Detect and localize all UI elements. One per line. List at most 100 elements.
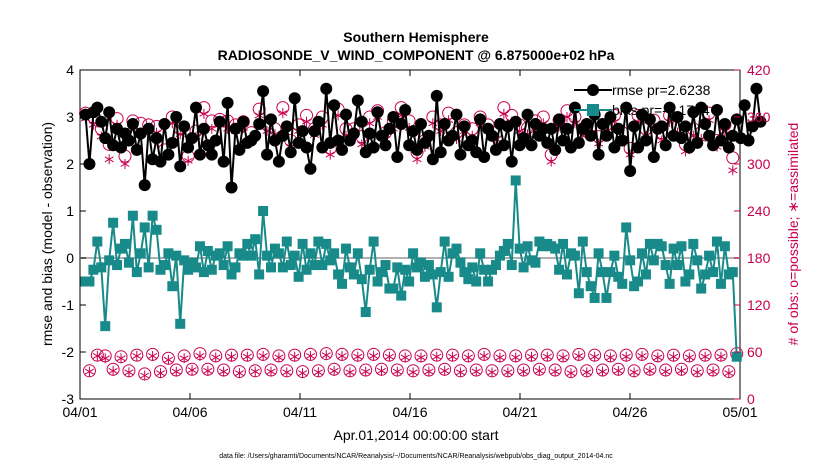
bias-point	[640, 269, 651, 280]
obs-assimilated-point	[369, 350, 379, 361]
rmse-point	[663, 101, 676, 114]
obs-assimilated-point	[653, 352, 663, 363]
rmse-point	[304, 162, 317, 175]
asterisk-stroke	[526, 353, 537, 360]
obs-assimilated-point	[668, 351, 679, 362]
asterisk-stroke	[495, 354, 505, 361]
x-tick-label: 04/11	[283, 404, 317, 420]
rmse-point	[91, 101, 104, 114]
rmse-point	[213, 115, 226, 128]
asterisk-stroke	[219, 368, 229, 375]
asterisk-stroke	[728, 167, 738, 174]
bias-point	[664, 278, 675, 289]
obs-assimilated-point	[187, 365, 197, 376]
rmse-point	[742, 134, 755, 147]
rmse-point	[643, 113, 656, 126]
rmse-point	[257, 85, 270, 98]
asterisk-stroke	[325, 151, 335, 158]
rmse-point	[332, 134, 345, 147]
rmse-point	[190, 101, 203, 114]
rmse-point	[549, 143, 562, 156]
obs-assimilated-point	[684, 352, 694, 363]
bias-point	[585, 281, 596, 292]
obs-assimilated-point	[282, 367, 292, 378]
rmse-point	[738, 99, 751, 112]
asterisk-stroke	[661, 368, 671, 375]
obs-assimilated-point	[274, 352, 284, 363]
legend-rmse-marker	[587, 84, 599, 96]
rmse-point	[170, 111, 183, 123]
obs-assimilated-point	[558, 352, 568, 363]
asterisk-stroke	[503, 369, 513, 376]
obs-assimilated-point	[120, 159, 130, 169]
rmse-point	[253, 118, 266, 131]
obs-assimilated-point	[376, 365, 387, 376]
bias-point	[262, 250, 273, 261]
bias-point	[727, 267, 738, 278]
rmse-point	[126, 118, 139, 131]
rmse-point	[714, 134, 727, 147]
bias-point	[672, 260, 683, 271]
rmse-point	[541, 136, 554, 149]
obs-assimilated-point	[171, 366, 181, 377]
rmse-point	[395, 118, 408, 131]
bias-point	[372, 276, 383, 287]
legend-bias-marker	[587, 104, 599, 116]
rmse-point	[592, 148, 605, 161]
bias-point	[423, 260, 434, 271]
obs-assimilated-point	[290, 351, 300, 362]
x-tick-label: 04/01	[62, 404, 97, 420]
bias-point	[163, 248, 174, 259]
obs-assimilated-point	[708, 366, 718, 377]
bias-point	[439, 236, 450, 247]
rmse-point	[580, 118, 593, 131]
asterisk-stroke	[84, 368, 95, 375]
rmse-point	[659, 139, 672, 152]
bias-point	[692, 255, 703, 266]
bias-point	[644, 238, 655, 249]
asterisk-stroke	[282, 369, 292, 376]
asterisk-stroke	[499, 110, 509, 117]
rmse-point	[628, 120, 641, 133]
bias-point	[609, 250, 620, 261]
rmse-point	[675, 132, 688, 145]
asterisk-stroke	[534, 367, 544, 374]
bias-point	[368, 236, 379, 247]
obs-assimilated-point	[155, 368, 166, 379]
bias-point	[305, 248, 316, 259]
y-right-tick-label: 300	[747, 156, 771, 172]
rmse-point	[272, 155, 285, 168]
bias-point	[230, 262, 241, 273]
asterisk-stroke	[305, 352, 316, 359]
asterisk-stroke	[226, 353, 237, 360]
obs-assimilated-point	[132, 350, 142, 361]
x-tick-label: 04/16	[392, 404, 427, 420]
rmse-point	[162, 148, 175, 161]
rmse-point	[679, 120, 692, 133]
obs-assimilated-point	[716, 351, 726, 362]
rmse-point	[351, 94, 364, 107]
asterisk-stroke	[412, 156, 422, 163]
y-right-tick-label: 360	[747, 109, 771, 125]
asterisk-stroke	[550, 368, 560, 375]
x-tick-label: 04/26	[612, 404, 647, 420]
bias-point	[289, 250, 300, 261]
obs-assimilated-point	[590, 351, 600, 362]
rmse-point	[411, 143, 424, 156]
bias-point	[194, 241, 205, 252]
obs-assimilated-point	[582, 367, 592, 378]
y-axis-right-label: # of obs: o=possible; ∗=assimilated	[785, 123, 801, 346]
bias-point	[325, 255, 336, 266]
asterisk-stroke	[195, 352, 205, 359]
rmse-point	[497, 139, 510, 152]
bias-point	[711, 236, 722, 247]
rmse-point	[280, 120, 293, 133]
obs-assimilated-point	[337, 350, 347, 361]
rmse-point	[205, 148, 218, 161]
bias-point	[455, 257, 466, 268]
rmse-point	[521, 108, 534, 121]
obs-assimilated-point	[471, 366, 481, 377]
bias-point	[459, 267, 470, 278]
obs-assimilated-point	[392, 366, 402, 377]
bias-point	[569, 250, 580, 261]
